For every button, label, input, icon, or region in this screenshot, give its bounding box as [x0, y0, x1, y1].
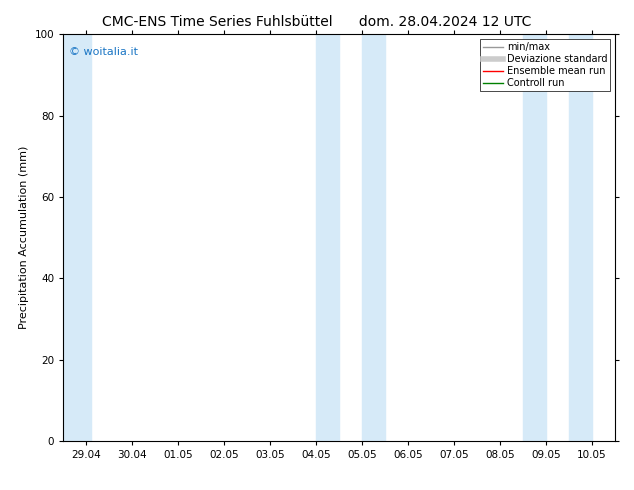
- Text: CMC-ENS Time Series Fuhlsbüttel      dom. 28.04.2024 12 UTC: CMC-ENS Time Series Fuhlsbüttel dom. 28.…: [102, 15, 532, 29]
- Bar: [569, 34, 592, 441]
- Legend: min/max, Deviazione standard, Ensemble mean run, Controll run: min/max, Deviazione standard, Ensemble m…: [481, 39, 610, 91]
- Bar: [523, 34, 546, 441]
- Bar: [316, 34, 339, 441]
- Text: © woitalia.it: © woitalia.it: [69, 47, 138, 56]
- Bar: [63, 34, 91, 441]
- Bar: [362, 34, 385, 441]
- Y-axis label: Precipitation Accumulation (mm): Precipitation Accumulation (mm): [19, 146, 29, 329]
